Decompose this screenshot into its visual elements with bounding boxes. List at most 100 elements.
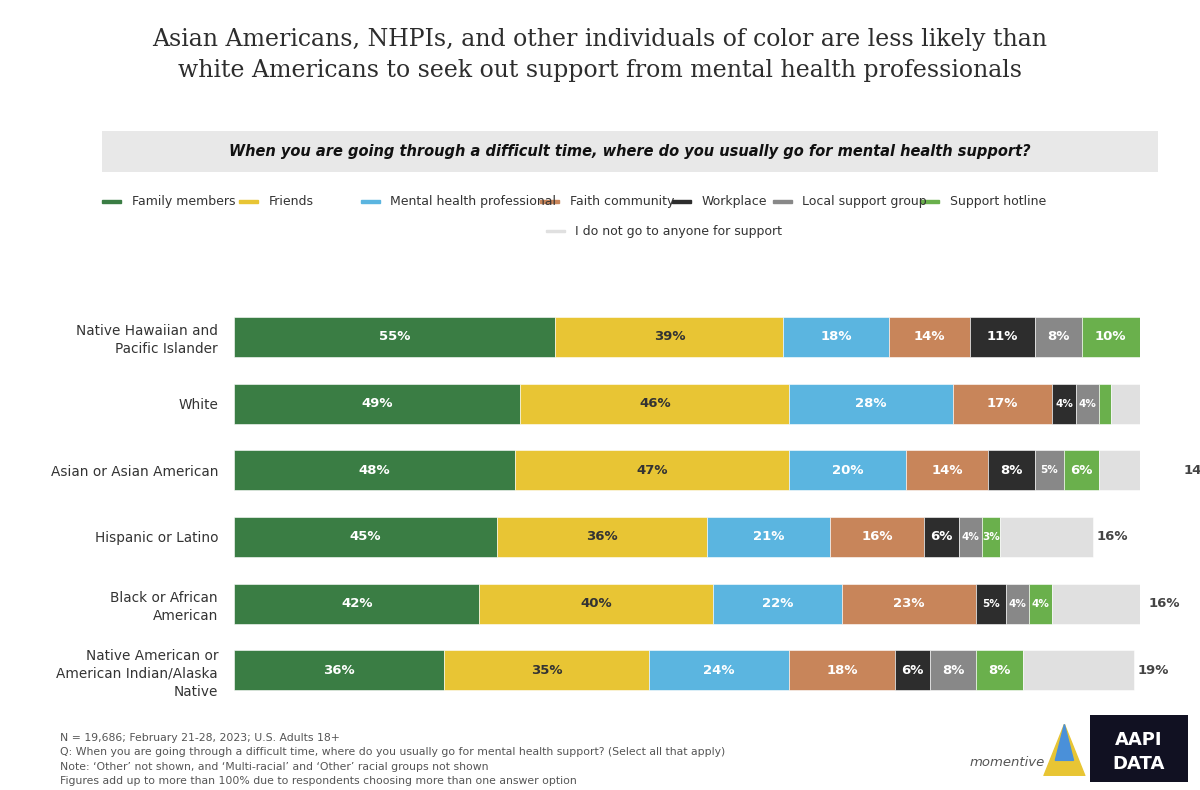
Text: 5%: 5%: [1040, 465, 1058, 476]
Text: 21%: 21%: [754, 530, 785, 544]
Text: 10%: 10%: [1096, 330, 1127, 344]
Text: 8%: 8%: [942, 664, 964, 677]
Text: 22%: 22%: [762, 597, 793, 610]
Text: 47%: 47%: [636, 464, 667, 477]
Text: Mental health professional: Mental health professional: [390, 195, 557, 208]
Bar: [959, 517, 982, 557]
Bar: [713, 584, 842, 623]
Bar: [977, 584, 1006, 623]
Text: 5%: 5%: [982, 599, 1000, 608]
Text: AAPI: AAPI: [1115, 731, 1163, 749]
Text: 4%: 4%: [1032, 599, 1050, 608]
Bar: [1099, 384, 1111, 423]
Text: 8%: 8%: [1001, 464, 1022, 477]
Bar: [924, 517, 959, 557]
Text: I do not go to anyone for support: I do not go to anyone for support: [575, 224, 782, 238]
Text: 6%: 6%: [1070, 464, 1093, 477]
Text: 11%: 11%: [986, 330, 1019, 344]
Bar: [1034, 450, 1064, 491]
Text: When you are going through a difficult time, where do you usually go for mental : When you are going through a difficult t…: [229, 145, 1031, 159]
Text: 45%: 45%: [349, 530, 382, 544]
Text: 28%: 28%: [856, 397, 887, 410]
Bar: [1099, 450, 1181, 491]
Text: 16%: 16%: [1148, 597, 1181, 610]
Text: Asian Americans, NHPIs, and other individuals of color are less likely than
whit: Asian Americans, NHPIs, and other indivi…: [152, 28, 1048, 81]
Text: Friends: Friends: [269, 195, 314, 208]
Bar: [649, 650, 790, 690]
Text: 49%: 49%: [361, 397, 392, 410]
Bar: [1111, 384, 1200, 423]
Bar: [1034, 317, 1081, 357]
Text: 6%: 6%: [930, 530, 953, 544]
Bar: [920, 201, 940, 203]
Text: 48%: 48%: [359, 464, 390, 477]
Bar: [234, 517, 497, 557]
Text: 36%: 36%: [587, 530, 618, 544]
Text: 18%: 18%: [821, 330, 852, 344]
Bar: [1052, 584, 1146, 623]
Text: Family members: Family members: [132, 195, 235, 208]
Bar: [102, 201, 121, 203]
Text: 16%: 16%: [862, 530, 893, 544]
Bar: [1081, 317, 1140, 357]
Bar: [234, 584, 480, 623]
Bar: [1140, 317, 1200, 357]
Bar: [515, 450, 790, 491]
Text: 19%: 19%: [1138, 664, 1169, 677]
Text: 55%: 55%: [379, 330, 410, 344]
Bar: [971, 317, 1034, 357]
Bar: [953, 384, 1052, 423]
Bar: [784, 317, 889, 357]
Bar: [977, 650, 1024, 690]
Bar: [480, 584, 713, 623]
Text: DATA: DATA: [1112, 755, 1165, 773]
Bar: [773, 201, 792, 203]
Text: momentive: momentive: [970, 756, 1045, 769]
Bar: [239, 201, 258, 203]
Bar: [1024, 650, 1134, 690]
Text: 18%: 18%: [826, 664, 858, 677]
Bar: [556, 317, 784, 357]
Bar: [842, 584, 977, 623]
Bar: [930, 650, 977, 690]
Text: 14%: 14%: [1184, 464, 1200, 477]
Text: 42%: 42%: [341, 597, 372, 610]
Text: 16%: 16%: [1096, 530, 1128, 544]
Bar: [1028, 584, 1052, 623]
Text: 4%: 4%: [1079, 399, 1097, 408]
Text: 23%: 23%: [893, 597, 925, 610]
Bar: [790, 384, 953, 423]
Text: 6%: 6%: [901, 664, 923, 677]
Text: Local support group: Local support group: [802, 195, 926, 208]
Bar: [497, 517, 708, 557]
Bar: [790, 650, 894, 690]
Bar: [708, 517, 830, 557]
Bar: [889, 317, 971, 357]
Text: 46%: 46%: [640, 397, 671, 410]
Text: 4%: 4%: [961, 532, 979, 542]
Text: Workplace: Workplace: [702, 195, 767, 208]
Bar: [988, 450, 1034, 491]
Bar: [790, 450, 906, 491]
Bar: [1064, 450, 1099, 491]
Text: Faith community: Faith community: [570, 195, 674, 208]
Polygon shape: [1055, 724, 1074, 760]
Bar: [894, 650, 930, 690]
Text: 14%: 14%: [914, 330, 946, 344]
Text: 36%: 36%: [324, 664, 355, 677]
Bar: [830, 517, 924, 557]
Text: 35%: 35%: [530, 664, 563, 677]
Bar: [234, 450, 515, 491]
Text: 24%: 24%: [703, 664, 734, 677]
Bar: [1052, 384, 1075, 423]
Bar: [1006, 584, 1028, 623]
Bar: [234, 317, 556, 357]
Text: 8%: 8%: [1046, 330, 1069, 344]
Text: 4%: 4%: [1008, 599, 1026, 608]
Text: 8%: 8%: [989, 664, 1010, 677]
Bar: [906, 450, 988, 491]
Bar: [234, 650, 444, 690]
Bar: [234, 384, 521, 423]
Bar: [361, 201, 379, 203]
Bar: [444, 650, 649, 690]
